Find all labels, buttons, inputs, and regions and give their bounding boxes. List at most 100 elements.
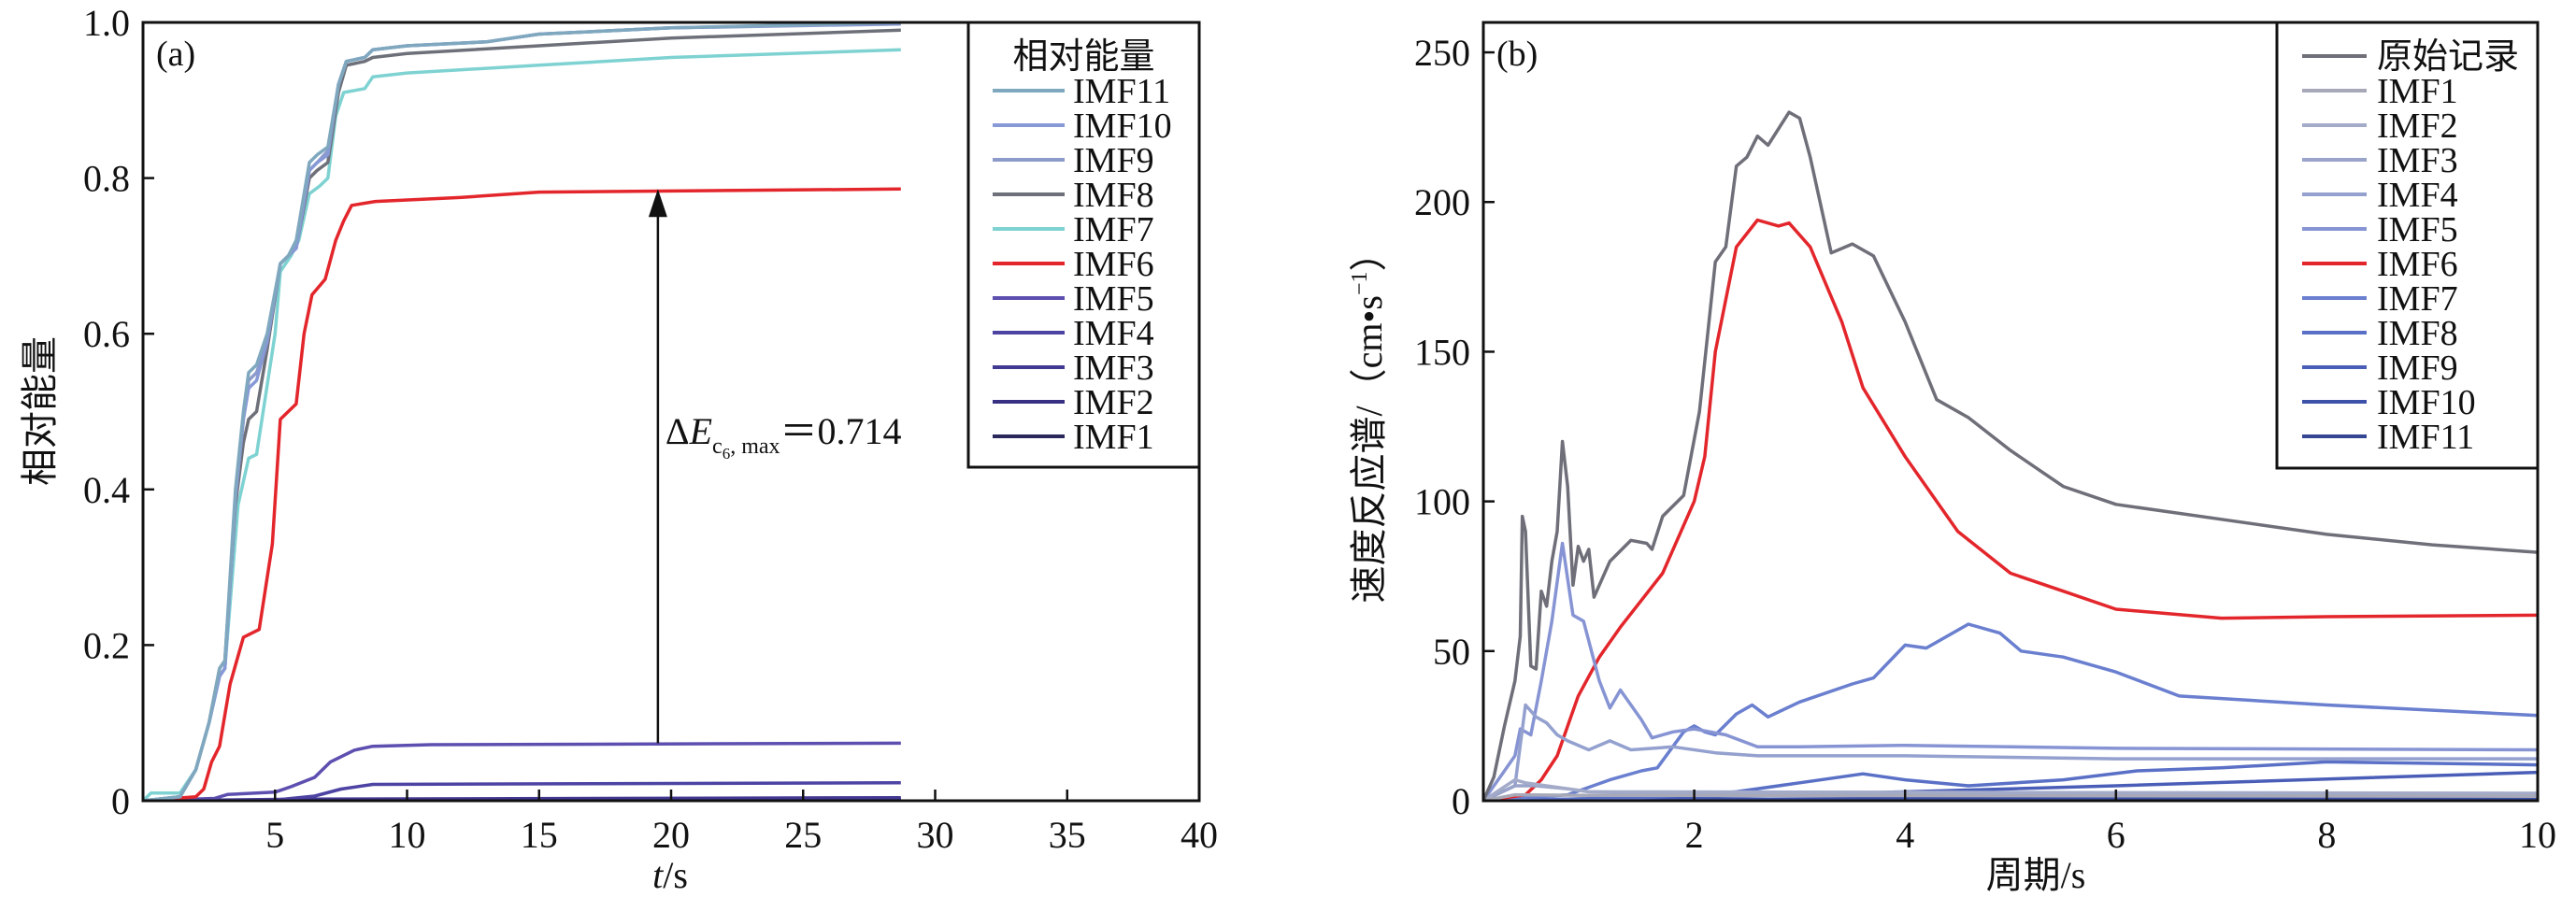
y-axis-main: 速度反应谱/（cm•s bbox=[1348, 295, 1390, 604]
legend-label: IMF1 bbox=[1073, 418, 1154, 457]
legend-label: 原始记录 bbox=[2377, 37, 2519, 77]
legend-label: IMF9 bbox=[2377, 349, 2458, 388]
y-tick-label: 0.2 bbox=[83, 624, 130, 666]
legend-box bbox=[966, 21, 1201, 469]
panel-label: (a) bbox=[156, 35, 195, 74]
series-line-IMF11 bbox=[143, 22, 901, 801]
legend-item-IMF4: IMF4 bbox=[993, 314, 1154, 353]
annot-value: 0.714 bbox=[818, 410, 902, 452]
legend-label: IMF11 bbox=[1073, 72, 1170, 111]
series-line-IMF1 bbox=[1483, 792, 2538, 801]
series-line-IMF6 bbox=[1483, 218, 2538, 801]
legend: 相对能量IMF11IMF10IMF9IMF8IMF7IMF6IMF5IMF4IM… bbox=[966, 21, 1201, 469]
series-line-IMF5 bbox=[1483, 541, 2538, 801]
arrow-head-icon bbox=[648, 189, 667, 218]
x-tick-label: 35 bbox=[1049, 814, 1086, 856]
legend-item-IMF3: IMF3 bbox=[2302, 141, 2458, 180]
legend-label: IMF2 bbox=[1073, 383, 1154, 422]
x-tick-label: 40 bbox=[1181, 814, 1218, 856]
y-tick-label: 200 bbox=[1414, 181, 1470, 223]
legend-label: IMF4 bbox=[2377, 176, 2458, 215]
legend-title: 相对能量 bbox=[1012, 37, 1154, 77]
y-tick-label: 100 bbox=[1414, 481, 1470, 523]
legend-item-IMF6: IMF6 bbox=[2302, 245, 2458, 284]
series-line-IMF6 bbox=[143, 187, 901, 801]
legend-item-IMF7: IMF7 bbox=[993, 210, 1154, 249]
legend-item-IMF10: IMF10 bbox=[2302, 383, 2476, 422]
x-tick-label: 10 bbox=[389, 814, 426, 856]
series-line-IMF7 bbox=[1483, 622, 2538, 801]
x-axis-title: t/s bbox=[652, 854, 688, 896]
y-axis-end: ） bbox=[1348, 234, 1390, 271]
legend-item-IMF5: IMF5 bbox=[993, 279, 1154, 319]
legend-label: IMF9 bbox=[1073, 141, 1154, 180]
legend-item-IMF9: IMF9 bbox=[993, 141, 1154, 180]
annot-sub-rest: , max bbox=[730, 434, 780, 459]
x-tick-label: 20 bbox=[652, 814, 690, 856]
legend-item-IMF3: IMF3 bbox=[993, 349, 1154, 388]
legend-label: IMF6 bbox=[1073, 245, 1154, 284]
legend-label: IMF8 bbox=[2377, 314, 2458, 353]
legend-item-原始记录: 原始记录 bbox=[2302, 37, 2519, 77]
x-tick-label: 6 bbox=[2107, 814, 2125, 856]
legend-item-IMF8: IMF8 bbox=[2302, 314, 2458, 353]
legend-label: IMF10 bbox=[1073, 107, 1172, 146]
x-tick-label: 10 bbox=[2519, 814, 2556, 856]
x-tick-label: 25 bbox=[784, 814, 822, 856]
y-tick-label: 50 bbox=[1433, 631, 1470, 673]
legend-label: IMF7 bbox=[2377, 279, 2458, 319]
x-tick-label: 8 bbox=[2317, 814, 2336, 856]
x-tick-label: 15 bbox=[521, 814, 558, 856]
y-tick-label: 250 bbox=[1414, 32, 1470, 74]
legend-item-IMF10: IMF10 bbox=[993, 107, 1172, 146]
annot-equals: ＝ bbox=[780, 410, 818, 452]
annot-var: E bbox=[689, 410, 712, 452]
legend-item-IMF2: IMF2 bbox=[2302, 107, 2458, 146]
legend-item-IMF4: IMF4 bbox=[2302, 176, 2458, 215]
legend-label: IMF3 bbox=[1073, 349, 1154, 388]
series-lines bbox=[1483, 110, 2538, 801]
y-axis-title-b: 速度反应谱/（cm•s−1） bbox=[1348, 234, 1390, 603]
legend-label: IMF7 bbox=[1073, 210, 1154, 249]
x-tick-label: 30 bbox=[917, 814, 954, 856]
y-tick-label: 0.6 bbox=[83, 313, 130, 355]
legend-label: IMF4 bbox=[1073, 314, 1154, 353]
legend-label: IMF3 bbox=[2377, 141, 2458, 180]
legend-label: IMF8 bbox=[1073, 176, 1154, 215]
x-tick-label: 2 bbox=[1685, 814, 1704, 856]
x-axis-unit: /s bbox=[663, 854, 688, 896]
legend: 原始记录IMF1IMF2IMF3IMF4IMF5IMF6IMF7IMF8IMF9… bbox=[2275, 21, 2540, 470]
annot-subsub: 6 bbox=[723, 445, 731, 463]
series-line-IMF4 bbox=[1483, 703, 2538, 801]
legend-label: IMF5 bbox=[2377, 210, 2458, 249]
y-tick-label: 0 bbox=[111, 780, 130, 822]
legend-item-IMF11: IMF11 bbox=[2302, 418, 2474, 457]
annot-sub: c bbox=[712, 434, 723, 459]
series-line-IMF5 bbox=[143, 741, 901, 801]
legend-item-IMF1: IMF1 bbox=[993, 418, 1154, 457]
legend-label: IMF1 bbox=[2377, 72, 2458, 111]
legend-item-IMF6: IMF6 bbox=[993, 245, 1154, 284]
legend-item-IMF7: IMF7 bbox=[2302, 279, 2458, 319]
y-tick-label: 0.8 bbox=[83, 158, 130, 200]
y-tick-label: 0 bbox=[1452, 780, 1470, 822]
panel-label: (b) bbox=[1496, 35, 1538, 74]
legend-item-IMF11: IMF11 bbox=[993, 72, 1170, 111]
legend-label: IMF5 bbox=[1073, 279, 1154, 319]
y-tick-label: 150 bbox=[1414, 331, 1470, 373]
legend-item-IMF1: IMF1 bbox=[2302, 72, 2458, 111]
legend-label: IMF10 bbox=[2377, 383, 2476, 422]
x-tick-label: 4 bbox=[1896, 814, 1914, 856]
legend-item-IMF5: IMF5 bbox=[2302, 210, 2458, 249]
y-axis-title: 相对能量 bbox=[19, 336, 61, 486]
x-axis-title-b: 周期/s bbox=[1986, 854, 2086, 896]
legend-item-IMF2: IMF2 bbox=[993, 383, 1154, 422]
legend-box bbox=[2275, 21, 2540, 470]
y-tick-label: 0.4 bbox=[83, 469, 130, 511]
legend-label: IMF6 bbox=[2377, 245, 2458, 284]
y-tick-label: 1.0 bbox=[83, 2, 130, 44]
legend-item-IMF8: IMF8 bbox=[993, 176, 1154, 215]
